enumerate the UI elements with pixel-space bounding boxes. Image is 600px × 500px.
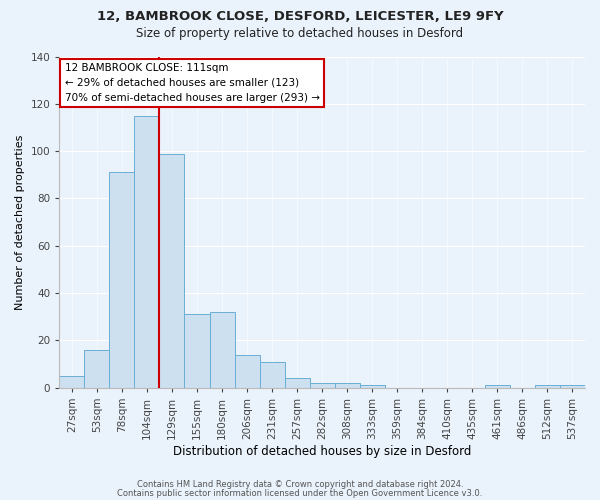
Bar bbox=[310, 383, 335, 388]
Text: Contains HM Land Registry data © Crown copyright and database right 2024.: Contains HM Land Registry data © Crown c… bbox=[137, 480, 463, 489]
Text: 12, BAMBROOK CLOSE, DESFORD, LEICESTER, LE9 9FY: 12, BAMBROOK CLOSE, DESFORD, LEICESTER, … bbox=[97, 10, 503, 23]
Bar bbox=[59, 376, 85, 388]
X-axis label: Distribution of detached houses by size in Desford: Distribution of detached houses by size … bbox=[173, 444, 472, 458]
Text: 12 BAMBROOK CLOSE: 111sqm
← 29% of detached houses are smaller (123)
70% of semi: 12 BAMBROOK CLOSE: 111sqm ← 29% of detac… bbox=[65, 63, 320, 102]
Bar bbox=[335, 383, 360, 388]
Bar bbox=[235, 354, 260, 388]
Bar bbox=[360, 386, 385, 388]
Bar bbox=[284, 378, 310, 388]
Bar bbox=[535, 386, 560, 388]
Y-axis label: Number of detached properties: Number of detached properties bbox=[15, 134, 25, 310]
Bar bbox=[209, 312, 235, 388]
Bar bbox=[85, 350, 109, 388]
Bar bbox=[160, 154, 184, 388]
Bar bbox=[260, 362, 284, 388]
Bar bbox=[109, 172, 134, 388]
Text: Contains public sector information licensed under the Open Government Licence v3: Contains public sector information licen… bbox=[118, 489, 482, 498]
Bar bbox=[485, 386, 510, 388]
Text: Size of property relative to detached houses in Desford: Size of property relative to detached ho… bbox=[136, 28, 464, 40]
Bar bbox=[560, 386, 585, 388]
Bar bbox=[134, 116, 160, 388]
Bar bbox=[184, 314, 209, 388]
